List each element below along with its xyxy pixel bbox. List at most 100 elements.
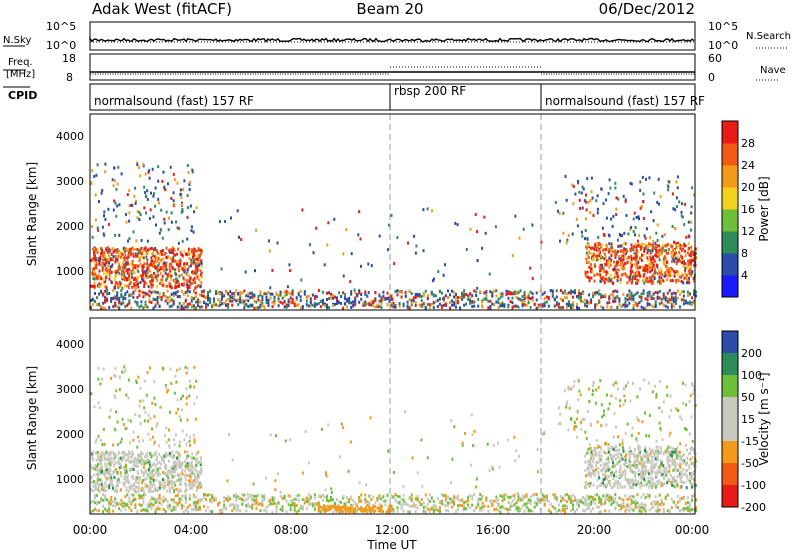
echo-cell xyxy=(221,291,224,295)
echo-cell xyxy=(313,496,316,500)
evening-echo xyxy=(633,465,636,469)
evening-echo xyxy=(624,272,627,276)
echo-cell xyxy=(588,496,591,500)
echo-cell xyxy=(503,493,506,497)
echo-cell xyxy=(162,499,165,503)
morning-echo xyxy=(156,251,159,255)
morning-far-echo xyxy=(114,233,117,237)
morning-echo xyxy=(156,455,159,459)
morning-echo xyxy=(151,264,154,268)
echo-cell xyxy=(428,303,431,307)
echo-cell xyxy=(555,289,558,293)
evening-far-echo xyxy=(680,210,683,214)
morning-echo xyxy=(136,460,139,464)
echo-cell xyxy=(555,499,558,503)
morning-echo xyxy=(174,268,177,272)
evening-echo xyxy=(651,274,654,278)
echo-cell xyxy=(428,493,431,497)
echo-cell xyxy=(527,293,530,297)
evening-echo xyxy=(664,471,667,475)
morning-echo xyxy=(152,254,155,258)
echo-cell xyxy=(596,302,599,306)
scattered-echo xyxy=(483,215,486,219)
morning-echo xyxy=(165,246,168,250)
echo-cell xyxy=(126,493,129,497)
morning-echo xyxy=(122,481,125,485)
evening-echo xyxy=(673,458,676,462)
morning-echo xyxy=(191,255,194,259)
morning-echo xyxy=(200,264,203,268)
evening-echo xyxy=(665,252,668,255)
echo-cell xyxy=(148,298,151,302)
morning-echo xyxy=(178,260,181,264)
echo-cell xyxy=(630,291,633,295)
nsky-left-tick-bottom: 10^0 xyxy=(46,39,76,52)
morning-echo xyxy=(114,461,117,465)
echo-cell xyxy=(108,501,111,505)
morning-echo xyxy=(108,270,111,274)
morning-echo xyxy=(183,469,186,473)
echo-cell xyxy=(465,500,468,504)
evening-far-echo xyxy=(674,208,677,212)
morning-echo xyxy=(94,482,97,486)
echo-cell xyxy=(380,302,383,306)
morning-far-echo xyxy=(152,194,155,198)
evening-echo xyxy=(690,482,693,486)
echo-cell xyxy=(410,303,413,307)
morning-echo xyxy=(118,266,121,270)
evening-echo xyxy=(636,264,639,268)
scattered-echo xyxy=(484,231,487,235)
morning-echo xyxy=(144,273,147,277)
echo-cell xyxy=(96,502,98,506)
morning-far-echo xyxy=(90,181,93,185)
morning-echo xyxy=(123,278,126,282)
echo-cell xyxy=(610,495,613,499)
echo-cell xyxy=(219,303,222,307)
echo-cell xyxy=(390,495,393,499)
echo-cell xyxy=(317,289,320,292)
echo-cell xyxy=(513,292,516,296)
echo-cell xyxy=(644,509,647,513)
echo-cell xyxy=(555,295,558,299)
echo-cell xyxy=(257,501,260,505)
echo-cell xyxy=(654,495,657,499)
morning-echo xyxy=(129,251,132,255)
echo-cell xyxy=(360,297,363,301)
echo-cell xyxy=(467,297,470,301)
echo-cell xyxy=(547,296,550,299)
echo-cell xyxy=(259,293,262,297)
echo-cell xyxy=(596,505,599,509)
echo-cell xyxy=(525,303,528,307)
echo-cell xyxy=(180,290,183,294)
echo-cell xyxy=(426,507,429,511)
morning-far-echo xyxy=(129,419,132,423)
morning-echo xyxy=(120,474,123,478)
morning-far-echo xyxy=(124,368,127,372)
echo-cell xyxy=(602,306,605,310)
morning-far-echo xyxy=(116,204,119,208)
morning-echo xyxy=(92,258,95,262)
echo-cell xyxy=(610,498,613,502)
echo-cell xyxy=(388,300,391,303)
evening-far-echo xyxy=(656,223,659,227)
morning-echo xyxy=(200,261,203,265)
morning-echo xyxy=(190,469,193,473)
evening-echo xyxy=(616,272,619,275)
echo-cell xyxy=(590,509,593,513)
morning-far-echo xyxy=(125,220,128,224)
echo-cell xyxy=(594,501,597,505)
echo-cell xyxy=(580,500,582,504)
echo-cell xyxy=(346,500,349,504)
echo-cell xyxy=(632,500,635,504)
echo-cell xyxy=(146,503,149,506)
evening-echo xyxy=(613,260,616,264)
evening-far-echo xyxy=(666,184,669,188)
morning-echo xyxy=(142,471,145,475)
morning-echo xyxy=(181,461,184,465)
evening-echo xyxy=(682,264,685,268)
morning-echo xyxy=(171,450,174,454)
echo-cell xyxy=(662,509,665,513)
morning-echo xyxy=(194,280,196,284)
evening-echo xyxy=(656,471,659,475)
echo-cell xyxy=(430,507,433,511)
